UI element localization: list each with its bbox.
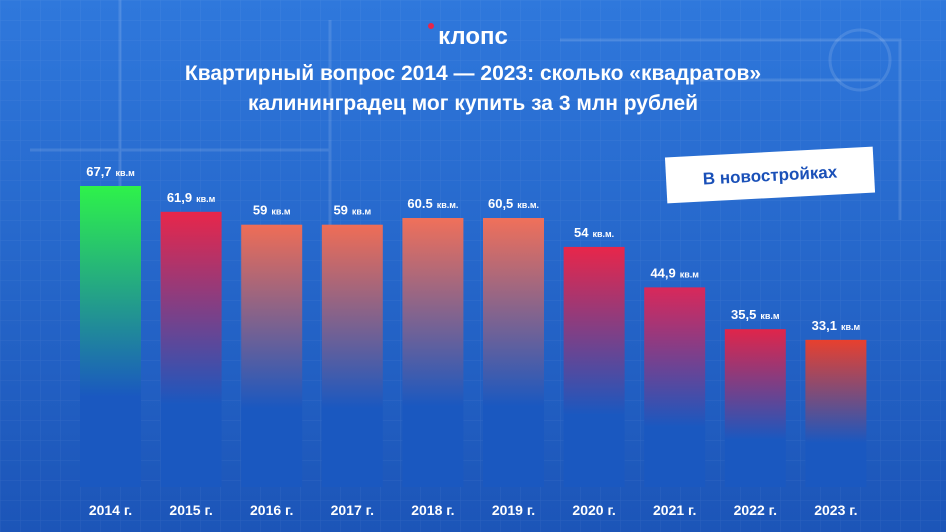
value-label: 59 кв.м: [253, 203, 291, 218]
value-unit: кв.м: [196, 194, 216, 204]
value-label: 59 кв.м: [333, 203, 371, 218]
value-number: 44,9: [650, 265, 675, 280]
value-unit: кв.м: [841, 322, 861, 332]
value-number: 59: [333, 203, 347, 218]
x-tick-label: 2021 г.: [653, 502, 696, 518]
value-label: 60,5 кв.м.: [488, 196, 539, 211]
badge: В новостройках: [664, 146, 876, 204]
bar: [724, 329, 786, 487]
x-tick-label: 2019 г.: [492, 502, 535, 518]
bar: [160, 211, 222, 487]
value-label: 44,9 кв.м: [650, 265, 699, 280]
bar: [80, 186, 141, 487]
value-label: 67,7 кв.м: [86, 164, 135, 179]
value-label: 61,9 кв.м: [167, 190, 216, 205]
bar: [644, 287, 706, 487]
value-number: 54: [574, 225, 589, 240]
bar: [321, 224, 383, 487]
badge-box: [664, 146, 876, 204]
chart-title: калининградец мог купить за 3 млн рублей: [248, 92, 698, 115]
x-tick-label: 2014 г.: [89, 502, 132, 518]
bar: [483, 218, 544, 487]
x-tick-label: 2023 г.: [814, 502, 857, 518]
value-unit: кв.м: [116, 168, 136, 178]
logo: клопс: [438, 23, 508, 50]
value-label: 60.5 кв.м.: [407, 196, 458, 211]
value-unit: кв.м.: [437, 200, 459, 210]
value-number: 67,7: [86, 164, 111, 179]
value-unit: кв.м: [352, 207, 372, 217]
value-number: 33,1: [812, 318, 837, 333]
x-tick-label: 2020 г.: [572, 502, 615, 518]
x-tick-label: 2017 г.: [331, 502, 374, 518]
x-tick-label: 2018 г.: [411, 502, 454, 518]
value-unit: кв.м.: [592, 229, 614, 239]
value-unit: кв.м: [680, 269, 700, 279]
value-label: 54 кв.м.: [574, 225, 614, 240]
value-number: 60.5: [407, 196, 432, 211]
value-number: 61,9: [167, 190, 192, 205]
value-number: 59: [253, 203, 267, 218]
value-number: 60,5: [488, 196, 513, 211]
value-label: 35,5 кв.м: [731, 307, 780, 322]
x-tick-label: 2022 г.: [734, 502, 777, 518]
bar: [563, 246, 625, 487]
blueprint-lines: [30, 0, 902, 300]
value-unit: кв.м: [760, 311, 780, 321]
bar: [402, 218, 464, 487]
x-tick-label: 2016 г.: [250, 502, 293, 518]
bar: [805, 339, 867, 487]
chart-title: Квартирный вопрос 2014 — 2023: сколько «…: [185, 62, 761, 85]
value-unit: кв.м.: [517, 200, 539, 210]
value-number: 35,5: [731, 307, 756, 322]
x-tick-label: 2015 г.: [169, 502, 212, 518]
value-label: 33,1 кв.м: [812, 318, 861, 333]
logo-dot: [428, 23, 434, 29]
bar: [241, 224, 303, 487]
value-unit: кв.м: [271, 207, 291, 217]
